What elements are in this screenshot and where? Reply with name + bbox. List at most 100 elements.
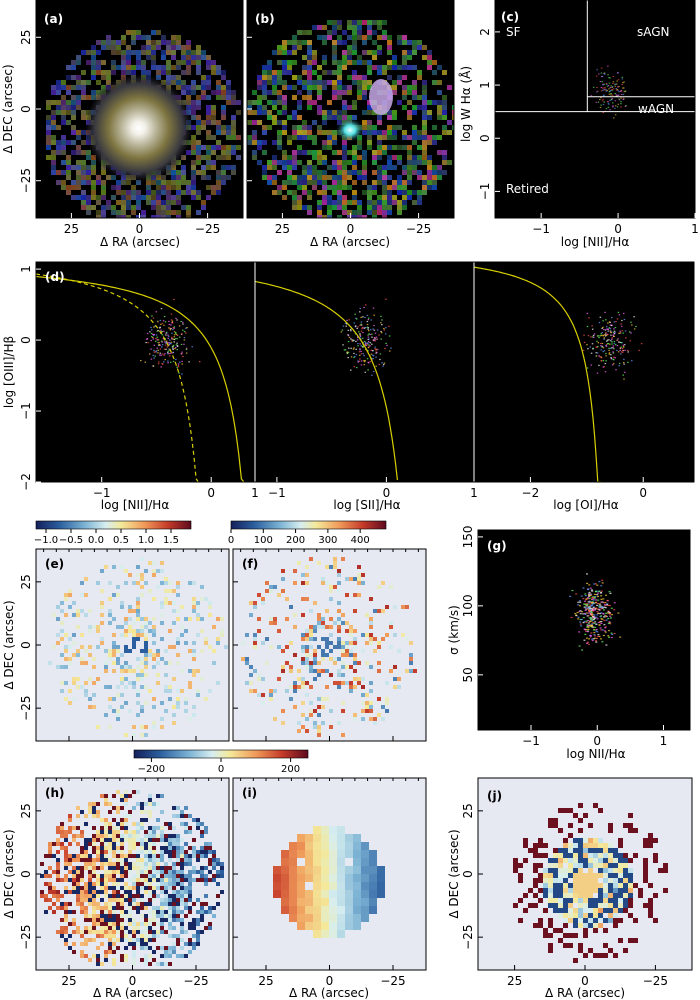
panel-b-pixel: [412, 190, 417, 195]
panel-a-label: (a): [44, 12, 63, 26]
panel-a-pixel: [81, 115, 86, 120]
panel-a-pixel: [101, 210, 106, 215]
panel-f-pixel: [289, 685, 293, 689]
panel-d-point: [153, 326, 155, 328]
panel-a-pixel: [206, 175, 211, 180]
panel-h-pixel: [72, 950, 76, 954]
panel-b-pixel: [447, 120, 452, 125]
panel-j-pixel: [608, 863, 613, 868]
panel-h-pixel: [72, 890, 76, 894]
panel-e-pixel: [156, 681, 160, 685]
panel-b-pixel: [272, 50, 277, 55]
panel-h-pixel: [196, 858, 200, 862]
panel-f-pixel: [333, 561, 337, 565]
panel-b-pixel: [437, 110, 442, 115]
panel-b-pixel: [412, 170, 417, 175]
panel-a-pixel: [196, 65, 201, 70]
panel-j-pixel: [573, 848, 578, 853]
panel-h-pixel: [196, 850, 200, 854]
panel-d-point: [364, 344, 367, 346]
panel-h-pixel: [156, 862, 160, 866]
panel-h-pixel: [200, 878, 204, 882]
panel-h-pixel: [100, 930, 104, 934]
panel-d-point: [362, 345, 365, 347]
panel-h-pixel: [124, 954, 128, 958]
panel-b-pixel: [367, 70, 372, 75]
panel-a-pixel: [106, 70, 111, 75]
panel-h-pixel: [128, 898, 132, 902]
panel-d-point: [619, 341, 621, 344]
panel-e-pixel: [60, 601, 64, 605]
panel-g-point: [598, 609, 601, 611]
panel-f-pixel: [321, 653, 325, 657]
panel-h-pixel: [72, 922, 76, 926]
panel-g-point: [591, 616, 594, 618]
panel-e-pixel: [108, 697, 112, 701]
panel-b-pixel: [402, 90, 407, 95]
panel-a-pixel: [206, 150, 211, 155]
panel-b-pixel: [357, 30, 362, 35]
panel-d-point: [160, 354, 163, 356]
panel-h-pixel: [180, 898, 184, 902]
panel-a-pixel: [91, 50, 96, 55]
panel-b-pixel: [257, 145, 262, 150]
panel-j-pixel: [623, 858, 628, 863]
panel-g-point: [594, 609, 597, 611]
panel-b-pixel: [367, 50, 372, 55]
panel-d-point: [622, 344, 625, 346]
panel-d-point: [374, 340, 377, 342]
panel-b-pixel: [427, 135, 432, 140]
panel-h-pixel: [152, 866, 156, 870]
panel-h-pixel: [80, 902, 84, 906]
panel-f-pixel: [369, 617, 373, 621]
panel-f-pixel: [317, 617, 321, 621]
panel-b-pixel: [342, 155, 347, 160]
panel-d-point: [606, 340, 608, 342]
panel-b-pixel: [347, 20, 352, 25]
panel-h-pixel: [160, 898, 164, 902]
panel-e-pixel: [192, 581, 196, 585]
panel-b-pixel: [342, 150, 347, 155]
panel-h-pixel: [132, 878, 136, 882]
panel-e-pixel: [116, 585, 120, 589]
panel-i-label: (i): [242, 786, 257, 800]
panel-g-point: [605, 594, 608, 596]
panel-h-pixel: [148, 862, 152, 866]
panel-f-pixel: [281, 721, 285, 725]
panel-h-pixel: [92, 866, 96, 870]
panel-b-pixel: [262, 75, 267, 80]
panel-g-point: [593, 634, 596, 636]
panel-e-pixel: [152, 725, 156, 729]
panel-a-pixel: [56, 80, 61, 85]
panel-d-point: [590, 336, 592, 338]
panel-b-pixel: [437, 65, 442, 70]
panel-i-pixel: [297, 882, 305, 890]
panel-a-pixel: [91, 60, 96, 65]
panel-h-pixel: [120, 854, 124, 858]
panel-g-point: [585, 605, 588, 607]
panel-b-pixel: [382, 215, 387, 218]
panel-e-pixel: [140, 585, 144, 589]
panel-h-pixel: [88, 882, 92, 886]
panel-a-pixel: [66, 140, 71, 145]
panel-h-pixel: [132, 894, 136, 898]
panel-h-pixel: [204, 894, 208, 898]
panel-b-pixel: [317, 130, 322, 135]
panel-d-point: [610, 324, 613, 327]
panel-a-pixel: [81, 80, 86, 85]
panel-f-pixel: [325, 625, 329, 629]
panel-d-point: [160, 329, 162, 331]
panel-d-point: [150, 339, 152, 342]
panel-e-pixel: [80, 657, 84, 661]
panel-h-pixel: [164, 954, 168, 958]
panel-h-pixel: [192, 866, 196, 870]
panel-h-pixel: [144, 914, 148, 918]
panel-e-pixel: [156, 649, 160, 653]
panel-d-point: [155, 334, 158, 336]
panel-g-point: [589, 625, 592, 627]
panel-h-pixel: [188, 846, 192, 850]
panel-f-pixel: [345, 665, 349, 669]
panel-h-pixel: [96, 934, 100, 938]
panel-h-pixel: [120, 834, 124, 838]
panel-d-point: [604, 311, 606, 314]
